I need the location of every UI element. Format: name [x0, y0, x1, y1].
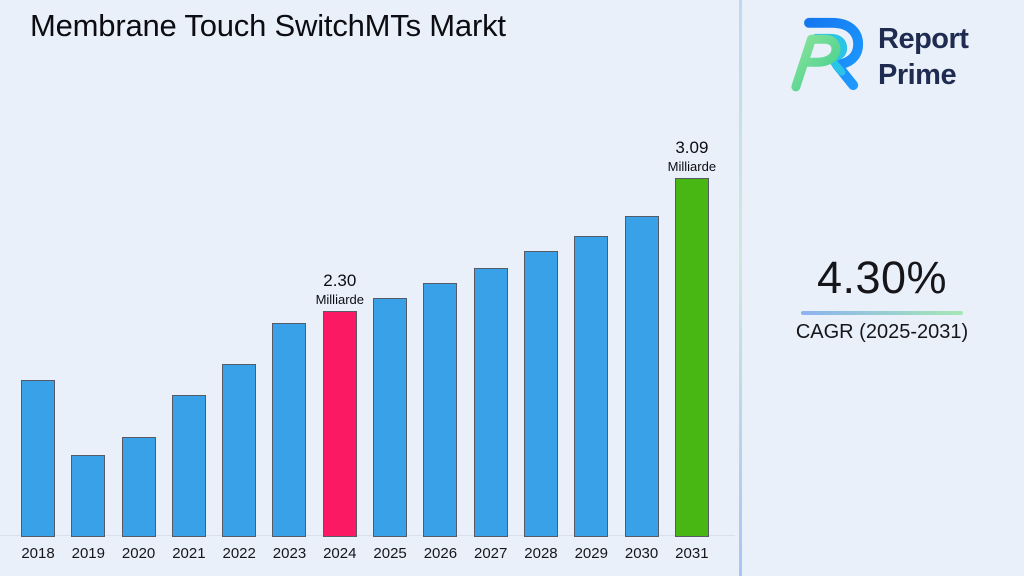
cagr-value: 4.30%: [816, 252, 948, 303]
x-axis-label-2019: 2019: [71, 545, 105, 562]
x-axis-label-2023: 2023: [272, 545, 307, 562]
bar-column-2022: 2022: [222, 364, 257, 562]
report-prime-logo: Report Prime: [786, 12, 969, 101]
x-axis-label-2022: 2022: [222, 545, 256, 562]
bar-column-2026: 2026: [423, 283, 458, 562]
annotation-unit: Milliarde: [315, 292, 364, 307]
x-axis-label-2024: 2024: [323, 545, 357, 562]
bar-2019: [71, 455, 106, 537]
bar-2025: [373, 298, 408, 537]
bar-column-2030: 2030: [624, 216, 659, 562]
annotation-value: 3.09: [675, 138, 709, 157]
x-axis-line: [0, 535, 735, 536]
logo-line2: Prime: [878, 58, 957, 91]
bar-2021: [171, 395, 206, 537]
bar-2018: [21, 380, 55, 537]
x-axis-label-2021: 2021: [172, 545, 206, 562]
logo-line1: Report: [878, 22, 969, 55]
bar-2030: [624, 216, 659, 537]
annotation-value: 2.30: [323, 271, 357, 290]
x-axis-label-2029: 2029: [574, 545, 608, 562]
cagr-underline: [801, 311, 963, 315]
x-axis-label-2027: 2027: [473, 545, 508, 562]
cagr-panel: 4.30% CAGR (2025-2031): [750, 252, 1014, 344]
bar-column-2027: 2027: [473, 268, 508, 562]
bar-column-2023: 2023: [272, 323, 307, 562]
bar-2028: [523, 251, 558, 537]
annotation-unit: Milliarde: [667, 159, 717, 174]
x-axis-label-2030: 2030: [624, 545, 659, 562]
report-prime-logo-icon: [786, 12, 868, 101]
bar-column-2019: 2019: [71, 455, 106, 562]
x-axis-label-2018: 2018: [21, 545, 55, 562]
bar-column-2028: 2028: [523, 251, 558, 562]
bar-column-2021: 2021: [171, 395, 206, 562]
bar-column-2029: 2029: [574, 236, 609, 562]
bar-2022: [222, 364, 257, 537]
annotation-2031: 3.09 Milliarde: [642, 138, 742, 174]
annotation-2024: 2.30 Milliarde: [290, 271, 390, 307]
bar-2029: [574, 236, 609, 537]
bar-2020: [121, 437, 156, 537]
bar-2031: [674, 178, 709, 537]
x-axis-label-2026: 2026: [423, 545, 458, 562]
x-axis-label-2031: 2031: [675, 545, 709, 562]
report-prime-logo-text: Report Prime: [878, 21, 969, 93]
x-axis-label-2020: 2020: [121, 545, 156, 562]
bars: 2018 2019 2020 2021 2022 2023 2.30 Milliarde 202…: [21, 138, 716, 562]
page-title: Membrane Touch SwitchMTs Markt: [30, 8, 506, 43]
bar-2027: [473, 268, 508, 537]
x-axis-label-2028: 2028: [524, 545, 558, 562]
bar-2024: [322, 311, 357, 537]
cagr-label: CAGR (2025-2031): [795, 321, 969, 343]
x-axis-label-2025: 2025: [373, 545, 407, 562]
bar-column-2031: 3.09 Milliarde 2031: [668, 138, 716, 562]
bar-column-2020: 2020: [121, 437, 156, 562]
bar-2023: [272, 323, 307, 537]
bar-column-2024: 2.30 Milliarde 2024: [316, 271, 364, 562]
bar-2026: [423, 283, 458, 537]
vertical-divider: [739, 0, 742, 576]
bar-column-2025: 2025: [373, 298, 408, 562]
bar-chart: 2018 2019 2020 2021 2022 2023 2.30 Milliarde 202…: [0, 138, 735, 562]
bar-column-2018: 2018: [21, 380, 55, 562]
